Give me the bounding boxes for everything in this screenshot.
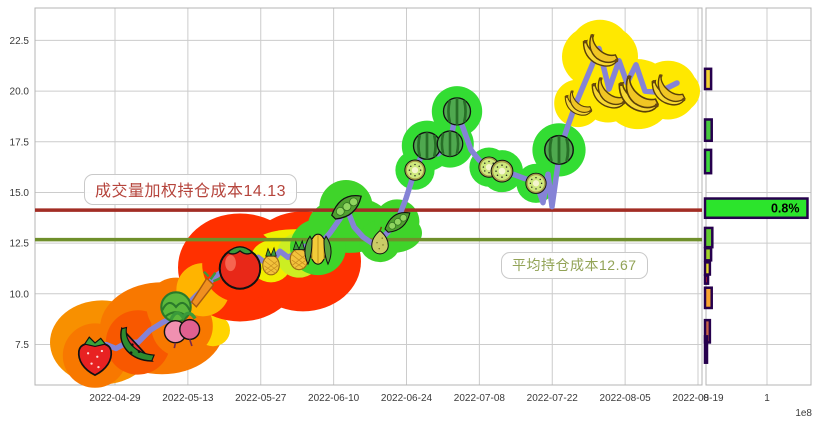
- svg-text:20.0: 20.0: [10, 87, 30, 98]
- holding-bar: [703, 118, 713, 143]
- holding-bar: [703, 197, 809, 220]
- svg-text:2022-07-08: 2022-07-08: [454, 393, 506, 404]
- holding-bar: [703, 274, 710, 285]
- vwap-cost-label: 成交量加权持仓成本14.13: [84, 174, 298, 205]
- plot-spines: [34, 7, 812, 386]
- distribution-bars: 0.8%: [703, 67, 809, 364]
- svg-text:2022-05-27: 2022-05-27: [235, 393, 287, 404]
- svg-text:2022-06-10: 2022-06-10: [308, 393, 360, 404]
- watermelon-icon: [543, 134, 575, 166]
- svg-text:22.5: 22.5: [10, 36, 30, 47]
- watermelon-icon: [412, 130, 442, 161]
- svg-text:2022-07-22: 2022-07-22: [527, 393, 579, 404]
- svg-text:0: 0: [703, 393, 709, 404]
- tomato-icon: [218, 245, 262, 290]
- holding-bar: [703, 335, 709, 364]
- kiwi-icon: [525, 172, 547, 194]
- svg-text:12.5: 12.5: [10, 239, 30, 250]
- watermelon-icon: [435, 129, 465, 158]
- svg-text:7.5: 7.5: [15, 340, 29, 351]
- svg-text:10.0: 10.0: [10, 289, 30, 300]
- svg-text:2022-08-19: 2022-08-19: [672, 393, 724, 404]
- axis-tick-labels: 7.5 10.0 12.5 15.0 17.5 20.0 22.5 2022-04-29 202…: [10, 36, 813, 419]
- kiwi-icon: [404, 159, 426, 181]
- greens-icon: [160, 291, 192, 323]
- svg-text:1e8: 1e8: [795, 408, 812, 419]
- svg-text:2022-05-13: 2022-05-13: [162, 393, 214, 404]
- svg-text:15.0: 15.0: [10, 188, 30, 199]
- corn-icon: [304, 233, 332, 265]
- holding-bar: [703, 148, 713, 175]
- holding-bar: [703, 67, 713, 91]
- holding-bar: [703, 286, 713, 310]
- svg-text:0.8%: 0.8%: [771, 202, 800, 216]
- kiwi-icon: [490, 159, 514, 183]
- holding-bar: [703, 226, 714, 249]
- holding-bar: [703, 246, 713, 262]
- avg-cost-label: 平均持仓成本12.67: [501, 252, 648, 279]
- svg-text:2022-04-29: 2022-04-29: [89, 393, 141, 404]
- holding-bar: [703, 261, 712, 276]
- svg-text:2022-08-05: 2022-08-05: [600, 393, 652, 404]
- svg-text:1: 1: [764, 393, 770, 404]
- watermelon-icon: [442, 96, 472, 127]
- svg-text:2022-06-24: 2022-06-24: [381, 393, 433, 404]
- svg-text:17.5: 17.5: [10, 137, 30, 148]
